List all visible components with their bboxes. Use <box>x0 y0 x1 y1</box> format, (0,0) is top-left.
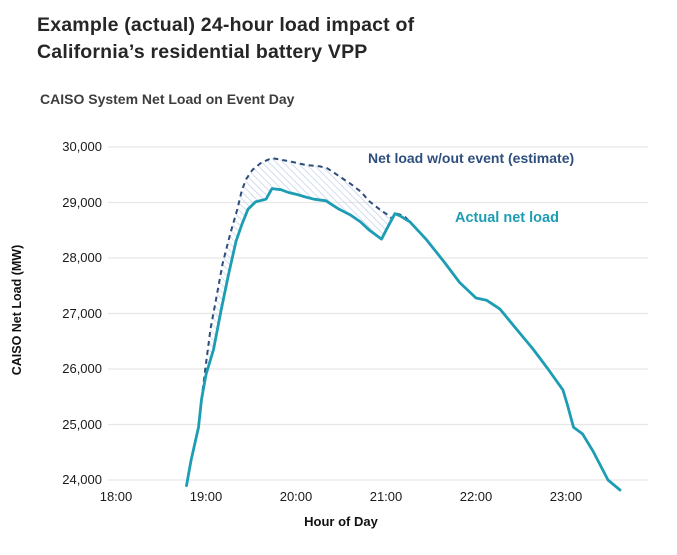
x-tick-label: 20:00 <box>279 489 313 504</box>
actual-net-load-line <box>185 187 622 492</box>
chart-title: CAISO System Net Load on Event Day <box>40 91 295 107</box>
x-tick-label: 19:00 <box>189 489 223 504</box>
y-axis-title: CAISO Net Load (MW) <box>10 244 24 376</box>
y-tick-label: 30,000 <box>62 139 102 154</box>
estimate-net-load-line <box>200 157 411 400</box>
page-title: Example (actual) 24-hour load impact of … <box>37 12 597 66</box>
y-tick-label: 26,000 <box>62 361 102 376</box>
legend-estimate-label: Net load w/out event (estimate) <box>368 150 575 166</box>
x-tick-label: 21:00 <box>369 489 403 504</box>
y-tick-label: 25,000 <box>62 416 102 432</box>
x-axis-title: Hour of Day <box>304 514 378 529</box>
x-tick-label: 23:00 <box>549 489 583 504</box>
y-tick-label: 29,000 <box>62 194 102 210</box>
legend-actual-label: Actual net load <box>455 210 559 226</box>
y-tick-label: 28,000 <box>62 250 102 265</box>
y-tick-label: 27,000 <box>62 305 102 321</box>
x-tick-label: 18:00 <box>99 489 133 504</box>
y-tick-label: 24,000 <box>62 472 102 487</box>
x-tick-label: 22:00 <box>459 489 493 504</box>
page-title-line1: Example (actual) 24-hour load impact of <box>37 14 415 36</box>
page-title-line2: California’s residential battery VPP <box>37 41 368 63</box>
